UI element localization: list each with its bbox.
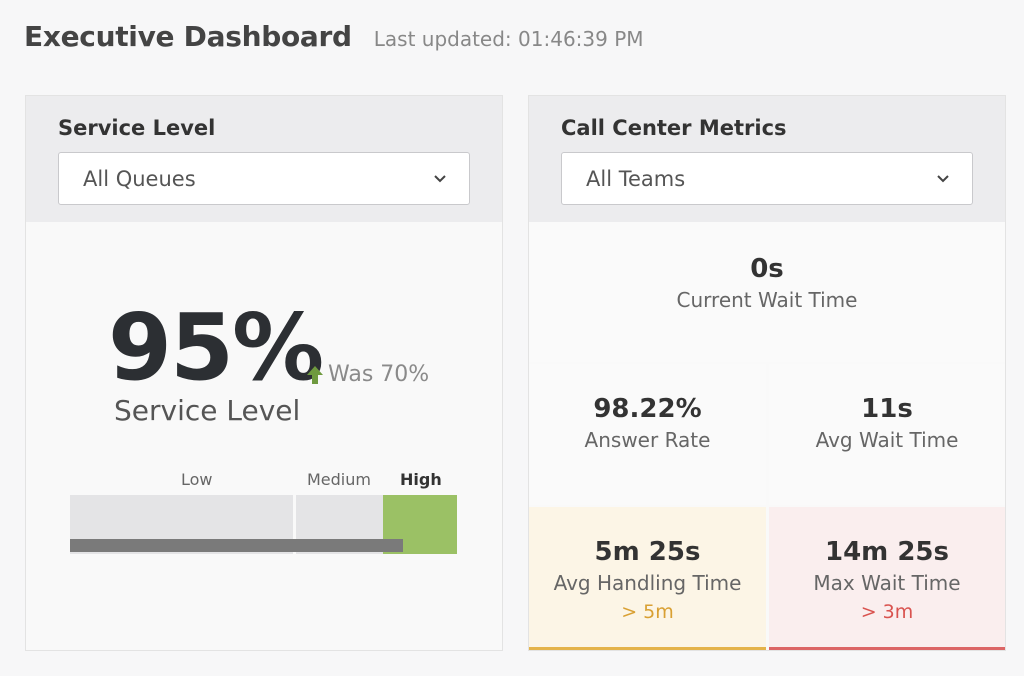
metric-value: 11s <box>861 394 913 424</box>
previous-value-text: Was 70% <box>328 362 430 387</box>
team-select-value: All Teams <box>586 166 686 191</box>
metric-value: 0s <box>750 254 784 284</box>
queue-select-value: All Queues <box>83 166 196 191</box>
metric-value: 5m 25s <box>594 537 701 567</box>
arrow-up-icon <box>307 365 323 384</box>
metric-label: Current Wait Time <box>676 288 858 312</box>
metric-label: Answer Rate <box>584 428 711 452</box>
bar-progress-fill <box>70 539 403 552</box>
dashboard-header: Executive Dashboard Last updated: 01:46:… <box>24 20 644 53</box>
bar-label-medium: Medium <box>307 470 371 489</box>
service-level-bar <box>70 495 457 554</box>
queue-select[interactable]: All Queues <box>58 152 470 205</box>
page-title: Executive Dashboard <box>24 20 352 53</box>
metric-value: 14m 25s <box>825 537 949 567</box>
service-level-body: 95% Was 70% Service Level Low Medium Hig… <box>26 222 502 652</box>
metric-avg-handling: 5m 25s Avg Handling Time > 5m <box>529 507 766 650</box>
chevron-down-icon <box>434 174 446 182</box>
call-center-panel-header: Call Center Metrics All Teams <box>529 96 1005 222</box>
previous-value-indicator: Was 70% <box>306 362 429 387</box>
service-level-title: Service Level <box>58 116 216 140</box>
threshold-warning: > 5m <box>621 601 674 623</box>
service-level-panel: Service Level All Queues 95% Was 70% Ser… <box>25 95 503 651</box>
call-center-title: Call Center Metrics <box>561 116 787 140</box>
level-bar-labels: Low Medium High <box>70 470 458 490</box>
metric-label: Avg Handling Time <box>553 571 742 595</box>
metric-label: Max Wait Time <box>813 571 961 595</box>
threshold-warning: > 3m <box>860 601 914 623</box>
metric-avg-wait: 11s Avg Wait Time <box>769 364 1005 505</box>
metric-current-wait: 0s Current Wait Time <box>529 222 1005 362</box>
bar-label-low: Low <box>181 470 213 489</box>
service-level-label: Service Level <box>114 394 301 427</box>
service-level-value: 95% <box>108 294 324 401</box>
metric-answer-rate: 98.22% Answer Rate <box>529 364 766 505</box>
call-center-panel: Call Center Metrics All Teams 0s Current… <box>528 95 1006 651</box>
metric-value: 98.22% <box>593 394 702 424</box>
service-level-panel-header: Service Level All Queues <box>26 96 502 222</box>
metric-max-wait: 14m 25s Max Wait Time > 3m <box>769 507 1005 650</box>
team-select[interactable]: All Teams <box>561 152 973 205</box>
chevron-down-icon <box>937 174 949 182</box>
last-updated-text: Last updated: 01:46:39 PM <box>373 27 644 51</box>
bar-label-high: High <box>400 470 442 489</box>
metric-label: Avg Wait Time <box>815 428 959 452</box>
